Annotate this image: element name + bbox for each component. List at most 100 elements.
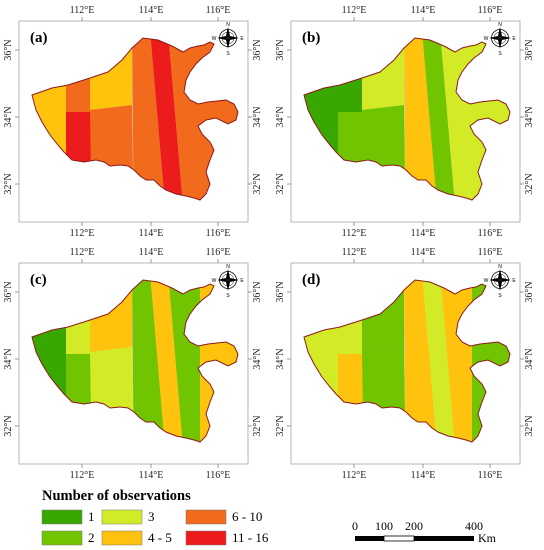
lat-label-right-36: 36°N [524,39,535,60]
lat-label-right-32: 32°N [524,415,535,436]
compass-e: E [240,278,244,284]
stripe-7 [422,280,458,442]
compass-e: E [512,36,516,42]
map-panel-c: 112°E 114°E 116°E 112°E 114°E 116°E 36°N… [3,247,263,481]
compass-e: E [240,36,244,42]
lon-label-bottom-116: 116°E [478,470,503,481]
lat-label-left-36: 36°N [275,39,286,60]
legend-swatch-6-10 [185,509,227,525]
compass-s: S [498,293,502,299]
lat-label-right-34: 34°N [252,348,263,369]
legend-swatch-4-5 [101,530,143,546]
lon-label-top-114: 114°E [139,247,164,258]
lon-label-bottom-116: 116°E [206,228,231,239]
compass-n: N [226,264,230,270]
compass-w: W [484,36,489,42]
lat-label-left-36: 36°N [275,281,286,302]
lon-label-bottom-114: 114°E [139,470,164,481]
lat-label-right-36: 36°N [252,39,263,60]
legend-swatch-11-16 [185,530,227,546]
compass-n: N [498,264,502,270]
scale-segment-3 [414,536,474,541]
legend-swatch-3 [101,509,143,525]
lat-label-right-34: 34°N [524,348,535,369]
scale-unit: Km [478,531,497,545]
stripe-7 [150,38,186,200]
lat-label-left-32: 32°N [3,415,14,436]
lon-label-bottom-112: 112°E [342,228,367,239]
legend-label-4-5: 4 - 5 [148,530,172,545]
lat-label-left-34: 34°N [275,106,286,127]
panel-label: (b) [302,30,320,46]
lat-label-right-36: 36°N [524,281,535,302]
lat-label-left-32: 32°N [275,173,286,194]
lon-label-top-112: 112°E [70,5,95,16]
lon-label-top-112: 112°E [70,247,95,258]
legend-label-11-16: 11 - 16 [232,530,269,545]
scale-segment-1 [355,536,384,541]
compass-w: W [484,278,489,284]
lat-label-left-32: 32°N [275,415,286,436]
lon-label-top-116: 116°E [206,247,231,258]
compass-rose-icon: N S E W [484,264,517,299]
compass-s: S [226,51,230,57]
legend-swatch-2 [41,530,83,546]
compass-s: S [498,51,502,57]
lon-label-bottom-114: 114°E [139,228,164,239]
lon-label-top-114: 114°E [411,5,436,16]
lat-label-right-34: 34°N [524,106,535,127]
panel-label: (d) [302,272,320,288]
scale-tick-100: 100 [375,519,393,533]
scale-bar: 0 100 200 400 Km [352,519,497,545]
tick-marks [15,17,252,226]
lat-label-left-34: 34°N [3,106,14,127]
compass-w: W [212,36,217,42]
legend-label-1: 1 [88,509,95,524]
scale-segment-2 [383,535,415,542]
compass-n: N [226,22,230,28]
lat-label-right-36: 36°N [252,281,263,302]
lat-label-right-32: 32°N [252,415,263,436]
lon-label-top-114: 114°E [411,247,436,258]
stripe-7 [422,38,458,200]
legend-swatch-1 [41,509,83,525]
panel-label: (a) [30,30,48,46]
lon-label-bottom-114: 114°E [411,228,436,239]
panel-label: (c) [30,272,47,288]
lon-label-top-112: 112°E [342,247,367,258]
lon-label-bottom-112: 112°E [70,470,95,481]
stripe-7 [150,280,186,442]
lon-label-bottom-116: 116°E [206,470,231,481]
tick-marks [287,17,524,226]
compass-rose-icon: N S E W [212,22,245,57]
lat-label-left-32: 32°N [3,173,14,194]
lon-label-bottom-112: 112°E [70,228,95,239]
map-panel-b: 112°E 114°E 116°E 112°E 114°E 116°E 36°N… [275,5,535,239]
compass-w: W [212,278,217,284]
lat-label-left-34: 34°N [3,348,14,369]
lon-label-top-114: 114°E [139,5,164,16]
scale-tick-400: 400 [465,519,483,533]
lon-label-bottom-114: 114°E [411,470,436,481]
lon-label-top-116: 116°E [478,5,503,16]
compass-e: E [512,278,516,284]
map-panel-a: 112°E 114°E 116°E 112°E 114°E 116°E 36°N… [3,5,263,239]
lon-label-top-116: 116°E [206,5,231,16]
legend-label-3: 3 [148,509,155,524]
map-panel-d: 112°E 114°E 116°E 112°E 114°E 116°E 36°N… [275,247,535,481]
tick-marks [15,259,252,468]
compass-rose-icon: N S E W [212,264,245,299]
compass-rose-icon: N S E W [484,22,517,57]
lat-label-right-32: 32°N [252,173,263,194]
lon-label-top-116: 116°E [478,247,503,258]
compass-n: N [498,22,502,28]
lon-label-top-112: 112°E [342,5,367,16]
compass-s: S [226,293,230,299]
legend-label-2: 2 [88,530,95,545]
lat-label-left-34: 34°N [275,348,286,369]
scale-tick-200: 200 [405,519,423,533]
lat-label-left-36: 36°N [3,281,14,302]
lat-label-left-36: 36°N [3,39,14,60]
lat-label-right-32: 32°N [524,173,535,194]
lon-label-bottom-112: 112°E [342,470,367,481]
